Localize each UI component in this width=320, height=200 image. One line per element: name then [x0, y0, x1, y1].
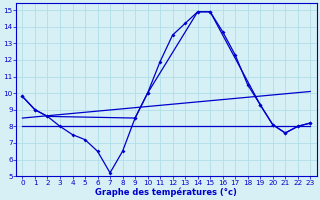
X-axis label: Graphe des températures (°c): Graphe des températures (°c)	[95, 187, 237, 197]
